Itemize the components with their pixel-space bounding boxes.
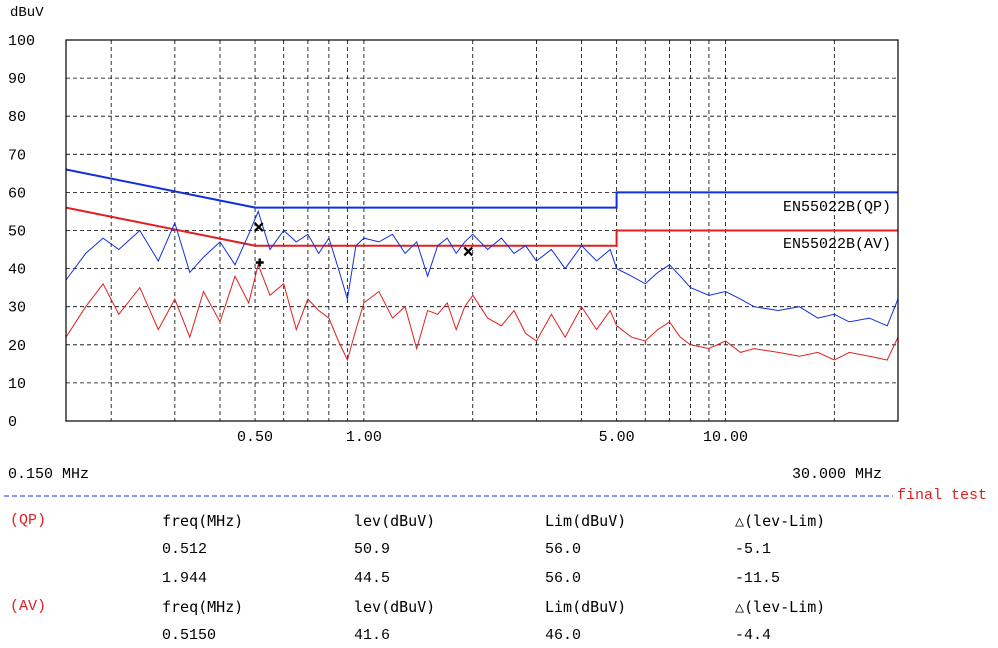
y-tick-label: 90: [8, 71, 26, 88]
x-tick-label: 0.50: [237, 429, 273, 446]
series-layer: [65, 168, 899, 362]
av-marker: [255, 258, 264, 267]
y-tick-label: 20: [8, 338, 26, 355]
av-row1-lev: 41.6: [354, 627, 391, 644]
y-tick-label: 100: [8, 33, 35, 50]
plot-frame: [65, 39, 899, 422]
qp-header-delta: △(lev-Lim): [735, 512, 826, 530]
x-tick-label: 5.00: [599, 429, 635, 446]
qp-tag: (QP): [10, 512, 47, 529]
qp-marker: [463, 246, 474, 257]
x-start-label: 0.150 MHz: [8, 466, 89, 483]
qp-header-lim: Lim(dBuV): [545, 512, 627, 530]
y-tick-label: 70: [8, 147, 26, 164]
qp-row1-lim: 56.0: [545, 541, 582, 558]
final-test-label: final test: [897, 487, 988, 504]
x-tick-label: 10.00: [703, 429, 748, 446]
qp-row1-lev: 50.9: [354, 541, 391, 558]
av-header-lev: lev(dBuV): [354, 598, 436, 616]
marker-layer: [254, 222, 474, 267]
av-row1-freq: 0.5150: [162, 627, 217, 644]
y-tick-label: 0: [8, 414, 17, 431]
qp-marker: [254, 222, 264, 232]
x-axis-ticks: 0.50 1.00 5.00 10.00: [237, 429, 748, 446]
y-tick-label: 50: [8, 224, 26, 241]
qp-row1-freq: 0.512: [162, 541, 208, 558]
av-header-delta: △(lev-Lim): [735, 598, 826, 616]
legend-av-limit: EN55022B(AV): [783, 236, 891, 253]
qp-row2-delta: -11.5: [735, 570, 781, 587]
divider-line: [4, 495, 893, 497]
av-header-lim: Lim(dBuV): [545, 598, 627, 616]
av-trace-line: [65, 263, 899, 362]
y-tick-label: 30: [8, 300, 26, 317]
x-tick-label: 1.00: [346, 429, 382, 446]
qp-row2-lev: 44.5: [354, 570, 391, 587]
qp-header-freq: freq(MHz): [162, 512, 244, 530]
av-tag: (AV): [10, 598, 47, 615]
av-row1-lim: 46.0: [545, 627, 582, 644]
y-tick-label: 60: [8, 185, 26, 202]
y-tick-label: 40: [8, 262, 26, 279]
av-limit-line: [65, 206, 898, 247]
legend-qp-limit: EN55022B(QP): [783, 199, 891, 216]
qp-row2-lim: 56.0: [545, 570, 582, 587]
x-end-label: 30.000 MHz: [792, 466, 882, 483]
av-row1-delta: -4.4: [735, 627, 772, 644]
y-tick-label: 80: [8, 109, 26, 126]
qp-row2-freq: 1.944: [162, 570, 208, 587]
qp-trace-line: [65, 209, 899, 327]
qp-limit-line: [65, 168, 898, 209]
y-unit-label: dBuV: [10, 5, 44, 21]
y-tick-label: 10: [8, 376, 26, 393]
qp-header-lev: lev(dBuV): [354, 512, 436, 530]
av-header-freq: freq(MHz): [162, 598, 244, 616]
qp-row1-delta: -5.1: [735, 541, 772, 558]
